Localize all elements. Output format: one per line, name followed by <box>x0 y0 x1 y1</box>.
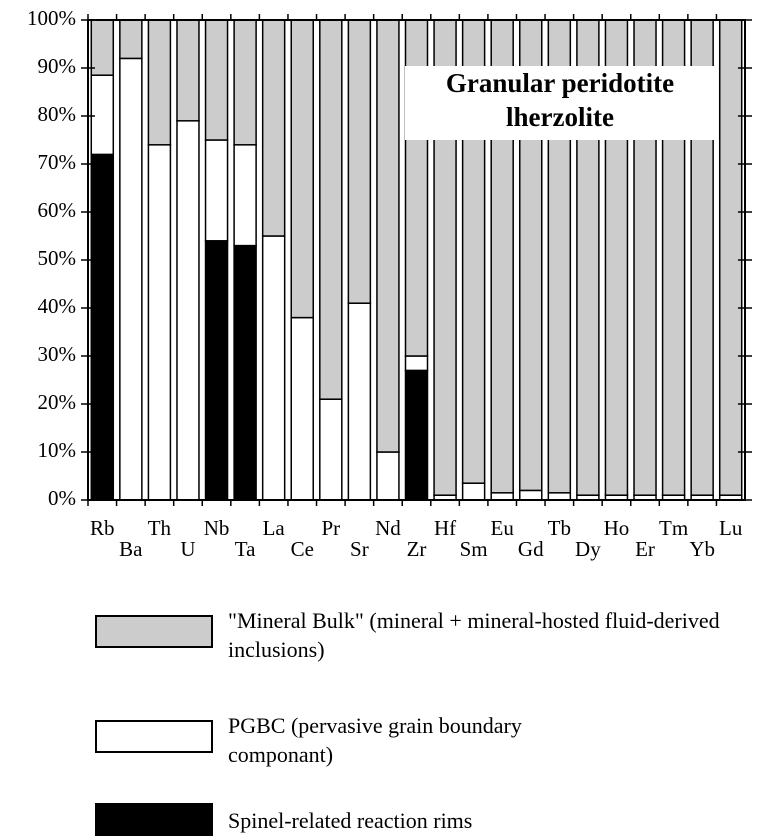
x-tick-label: Gd <box>518 537 544 561</box>
x-tick-label: Eu <box>491 516 515 540</box>
x-tick-label: Yb <box>689 537 715 561</box>
annotation: Granular peridotite <box>446 68 674 98</box>
bar-segment <box>461 482 486 501</box>
bar-segment <box>90 153 115 501</box>
bar-segment <box>404 355 429 372</box>
y-tick-label: 20% <box>38 390 77 414</box>
annotation-box <box>405 66 715 140</box>
bar-segment <box>319 19 343 400</box>
bar-segment <box>147 19 172 146</box>
y-tick-label: 0% <box>48 486 76 510</box>
bar-segment <box>90 74 115 156</box>
y-tick-label: 90% <box>38 54 77 78</box>
x-tick-label: Er <box>635 537 655 561</box>
bar-segment <box>319 398 343 501</box>
bar-segment <box>176 120 200 501</box>
y-tick-label: 10% <box>38 438 77 462</box>
x-tick-label: Ta <box>235 537 256 561</box>
bar-segment <box>147 144 172 501</box>
x-tick-label: Nd <box>375 516 401 540</box>
bar-segment <box>290 316 314 501</box>
bar-segment <box>204 19 229 141</box>
bar-segment <box>490 492 514 501</box>
bar-segment <box>204 139 229 242</box>
legend-swatch <box>95 615 213 648</box>
bar-segment <box>547 492 572 501</box>
bar-segment <box>290 19 314 319</box>
x-tick-label: Tb <box>548 516 571 540</box>
x-tick-label: Th <box>148 516 172 540</box>
y-tick-label: 80% <box>38 102 77 126</box>
x-tick-label: Ho <box>604 516 630 540</box>
x-tick-label: La <box>263 516 286 540</box>
y-tick-label: 40% <box>38 294 77 318</box>
x-tick-label: U <box>180 537 195 561</box>
x-tick-label: Nb <box>204 516 230 540</box>
bar-segment <box>347 19 372 304</box>
y-tick-label: 30% <box>38 342 77 366</box>
legend-label: "Mineral Bulk" (mineral + mineral-hosted… <box>228 608 720 662</box>
bar-segment <box>233 244 257 501</box>
plot-frame <box>87 19 746 501</box>
x-tick-label: Pr <box>321 516 340 540</box>
y-tick-label: 60% <box>38 198 77 222</box>
x-tick-label: Lu <box>719 516 743 540</box>
bar-segment <box>176 19 200 122</box>
x-tick-label: Sr <box>350 537 369 561</box>
legend-swatch <box>95 803 213 836</box>
bar-segment <box>347 302 372 501</box>
legend-swatch <box>95 720 213 753</box>
bar-segment <box>233 144 257 247</box>
y-tick-label: 50% <box>38 246 77 270</box>
bar-segment <box>119 57 143 501</box>
x-tick-label: Hf <box>434 516 456 540</box>
bar-segment <box>119 19 143 60</box>
bar-segment <box>261 19 286 237</box>
bar-segment <box>376 19 400 453</box>
y-tick-label: 70% <box>38 150 77 174</box>
x-tick-label: Rb <box>90 516 115 540</box>
bar-segment <box>519 489 543 501</box>
bar-segment <box>233 19 257 146</box>
bar-segment <box>718 19 743 496</box>
bar-segment <box>90 19 115 76</box>
x-tick-label: Dy <box>575 537 601 561</box>
y-tick-label: 100% <box>27 6 76 30</box>
legend-label: Spinel-related reaction rims <box>228 808 473 833</box>
x-tick-label: Tm <box>659 516 688 540</box>
annotation: lherzolite <box>506 102 614 132</box>
bar-segment <box>376 451 400 501</box>
x-tick-label: Zr <box>407 537 427 561</box>
x-tick-label: Ba <box>119 537 143 561</box>
bar-segment <box>261 235 286 501</box>
bar-segment <box>204 240 229 501</box>
x-tick-label: Ce <box>291 537 314 561</box>
legend-label: PGBC (pervasive grain boundary componant… <box>228 713 522 767</box>
bar-segment <box>404 369 429 501</box>
x-tick-label: Sm <box>460 537 488 561</box>
